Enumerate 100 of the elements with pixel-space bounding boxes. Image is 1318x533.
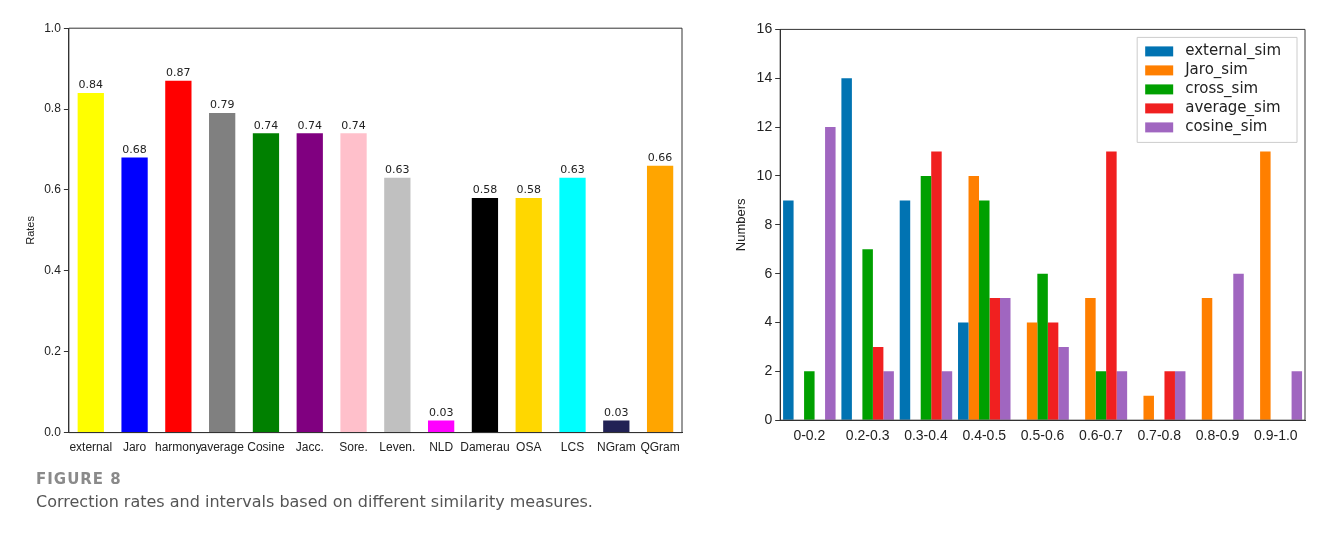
x-tick-label: Sore.: [339, 440, 368, 455]
data-label: 0.03: [604, 405, 629, 419]
y-tick-label: 12: [756, 117, 773, 134]
x-tick-label: 0.3-0.4: [904, 427, 948, 444]
y-tick-label: 6: [764, 264, 773, 281]
x-tick-label: Jaro: [122, 440, 147, 455]
y-axis-title: Numbers: [733, 197, 749, 252]
data-label: 0.68: [122, 142, 147, 156]
y-tick-label: 8: [764, 215, 773, 232]
x-tick-label: 0.7-0.8: [1137, 427, 1182, 444]
bar: [872, 346, 884, 420]
x-tick-label: average: [200, 440, 245, 455]
y-tick-label: 1.0: [44, 20, 62, 35]
bar: [603, 420, 630, 433]
bar: [1047, 322, 1059, 420]
x-tick-label: Cosine: [247, 440, 285, 455]
bar: [979, 200, 990, 420]
legend-label: cross_sim: [1185, 79, 1259, 99]
x-tick-label: Damerau: [460, 440, 510, 455]
bar: [1037, 273, 1048, 420]
bar: [252, 133, 280, 433]
bar: [989, 298, 1001, 420]
legend-label: Jaro_sim: [1184, 60, 1248, 80]
bar: [968, 175, 980, 420]
bar: [825, 127, 836, 420]
data-label: 0.58: [472, 183, 498, 197]
data-label: 0.63: [385, 163, 410, 177]
y-tick-label: 0.2: [44, 344, 62, 359]
y-axis-title: Rates: [23, 215, 36, 245]
bar: [1260, 151, 1271, 420]
bar: [1095, 371, 1107, 420]
bar: [1233, 273, 1244, 420]
x-tick-label: 0.6-0.7: [1079, 427, 1123, 444]
bar: [427, 420, 455, 433]
bar: [1000, 298, 1011, 420]
bar: [77, 92, 104, 433]
text: Correction rates and intervals based on different similarity measures.: [36, 492, 593, 511]
x-tick-label: 0.5-0.6: [1020, 427, 1065, 444]
bar: [1201, 298, 1213, 420]
bar: [209, 113, 236, 433]
bar: [883, 371, 894, 420]
bar: [899, 200, 911, 420]
data-label: 0.79: [209, 98, 235, 112]
y-tick-label: 14: [756, 69, 773, 86]
legend-label: average_sim: [1185, 98, 1281, 118]
bar: [1143, 395, 1154, 420]
y-tick-label: 4: [764, 313, 773, 330]
bar: [384, 177, 411, 433]
x-tick-label: QGram: [640, 440, 680, 455]
bar: [958, 322, 969, 420]
bar: [1291, 371, 1303, 420]
y-tick-label: 0.8: [44, 101, 62, 116]
bar: [920, 175, 932, 420]
bar: [931, 151, 942, 420]
x-tick-label: LCS: [560, 440, 585, 455]
data-label: 0.74: [341, 118, 366, 132]
bar: [783, 200, 794, 420]
bar: [296, 133, 323, 433]
bar: [1085, 298, 1096, 420]
legend-label: external_sim: [1185, 41, 1282, 61]
x-tick-label: NLD: [429, 440, 454, 455]
bar: [165, 80, 192, 433]
data-label: 0.03: [428, 405, 454, 419]
bar: [1026, 322, 1038, 420]
bar: [471, 198, 499, 433]
data-label: 0.84: [78, 78, 104, 92]
data-label: 0.74: [297, 118, 322, 132]
data-label: 0.58: [516, 183, 541, 197]
x-tick-label: Jacc.: [295, 440, 324, 455]
y-tick-label: 0.4: [44, 263, 62, 278]
y-tick-label: 0.0: [44, 424, 62, 439]
x-tick-label: 0.8-0.9: [1195, 427, 1240, 444]
y-tick-label: 0.6: [44, 182, 62, 197]
legend-label: cosine_sim: [1185, 117, 1268, 137]
bar: [340, 133, 367, 433]
data-label: 0.87: [166, 66, 191, 80]
bar: [841, 78, 852, 420]
x-tick-label: 0.4-0.5: [962, 427, 1007, 444]
bar: [1116, 371, 1128, 420]
y-tick-label: 10: [756, 166, 773, 183]
y-tick-label: 2: [764, 362, 773, 379]
data-label: 0.63: [560, 163, 585, 177]
bar: [862, 249, 873, 420]
bar: [1058, 346, 1069, 420]
bar: [646, 165, 674, 433]
x-tick-label: external: [69, 440, 113, 455]
bar: [121, 157, 148, 433]
y-tick-label: 16: [756, 20, 773, 37]
x-tick-label: NGram: [596, 440, 636, 455]
bar: [1106, 151, 1117, 420]
data-label: 0.74: [253, 118, 279, 132]
bar: [1164, 371, 1175, 420]
x-tick-label: OSA: [516, 440, 542, 455]
x-tick-label: 0-0.2: [793, 427, 826, 444]
x-tick-label: Leven.: [379, 440, 416, 455]
caption: FIGURE 8: [36, 470, 123, 488]
bar: [1174, 371, 1186, 420]
x-tick-label: 0.2-0.3: [845, 427, 890, 444]
bar: [515, 198, 542, 433]
bar: [941, 371, 953, 420]
